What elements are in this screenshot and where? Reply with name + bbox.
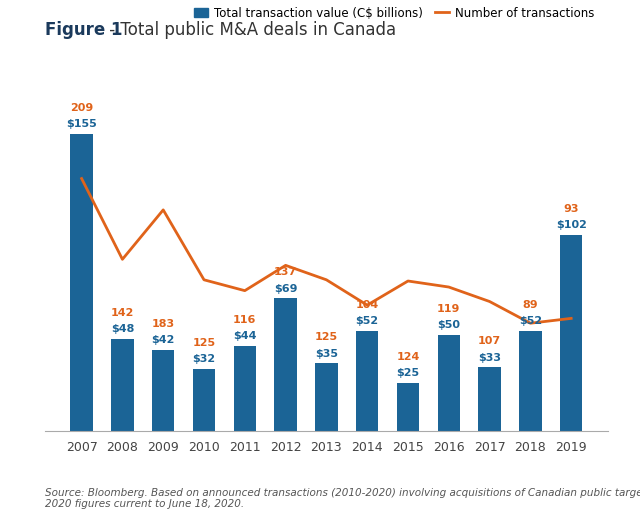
Text: 116: 116 bbox=[233, 315, 257, 325]
Bar bbox=[275, 298, 297, 430]
Bar bbox=[315, 363, 338, 430]
Text: $52: $52 bbox=[519, 316, 542, 326]
Text: 142: 142 bbox=[111, 308, 134, 318]
Bar bbox=[111, 339, 134, 430]
Bar bbox=[519, 331, 541, 430]
Text: $32: $32 bbox=[193, 354, 216, 364]
Bar bbox=[70, 134, 93, 430]
Text: 107: 107 bbox=[478, 336, 501, 346]
Bar bbox=[356, 331, 378, 430]
Text: 183: 183 bbox=[152, 319, 175, 329]
Text: 104: 104 bbox=[356, 300, 379, 310]
Bar bbox=[152, 350, 175, 430]
Text: $155: $155 bbox=[67, 119, 97, 129]
Text: 125: 125 bbox=[193, 338, 216, 348]
Text: 89: 89 bbox=[523, 300, 538, 310]
Text: $102: $102 bbox=[556, 220, 587, 230]
Text: - Total public M&A deals in Canada: - Total public M&A deals in Canada bbox=[104, 21, 396, 39]
Text: $42: $42 bbox=[152, 335, 175, 345]
Bar bbox=[438, 335, 460, 430]
Bar bbox=[234, 346, 256, 430]
Bar bbox=[560, 235, 582, 430]
Bar bbox=[397, 383, 419, 430]
Text: 125: 125 bbox=[315, 332, 338, 342]
Text: 93: 93 bbox=[563, 204, 579, 214]
Text: $69: $69 bbox=[274, 284, 298, 293]
Text: $35: $35 bbox=[315, 349, 338, 359]
Text: 119: 119 bbox=[437, 303, 460, 314]
Text: $25: $25 bbox=[396, 368, 420, 378]
Text: 137: 137 bbox=[274, 267, 297, 277]
Text: $48: $48 bbox=[111, 324, 134, 334]
Bar bbox=[193, 369, 215, 430]
Legend: Total transaction value (C$ billions), Number of transactions: Total transaction value (C$ billions), N… bbox=[194, 7, 594, 20]
Text: Source: Bloomberg. Based on announced transactions (2010-2020) involving acquisi: Source: Bloomberg. Based on announced tr… bbox=[45, 488, 640, 509]
Text: $52: $52 bbox=[356, 316, 379, 326]
Bar bbox=[478, 368, 501, 430]
Text: 124: 124 bbox=[396, 352, 420, 362]
Text: $44: $44 bbox=[233, 331, 257, 341]
Text: $33: $33 bbox=[478, 352, 501, 363]
Text: 209: 209 bbox=[70, 103, 93, 113]
Text: $50: $50 bbox=[437, 320, 460, 330]
Text: Figure 1: Figure 1 bbox=[45, 21, 122, 39]
